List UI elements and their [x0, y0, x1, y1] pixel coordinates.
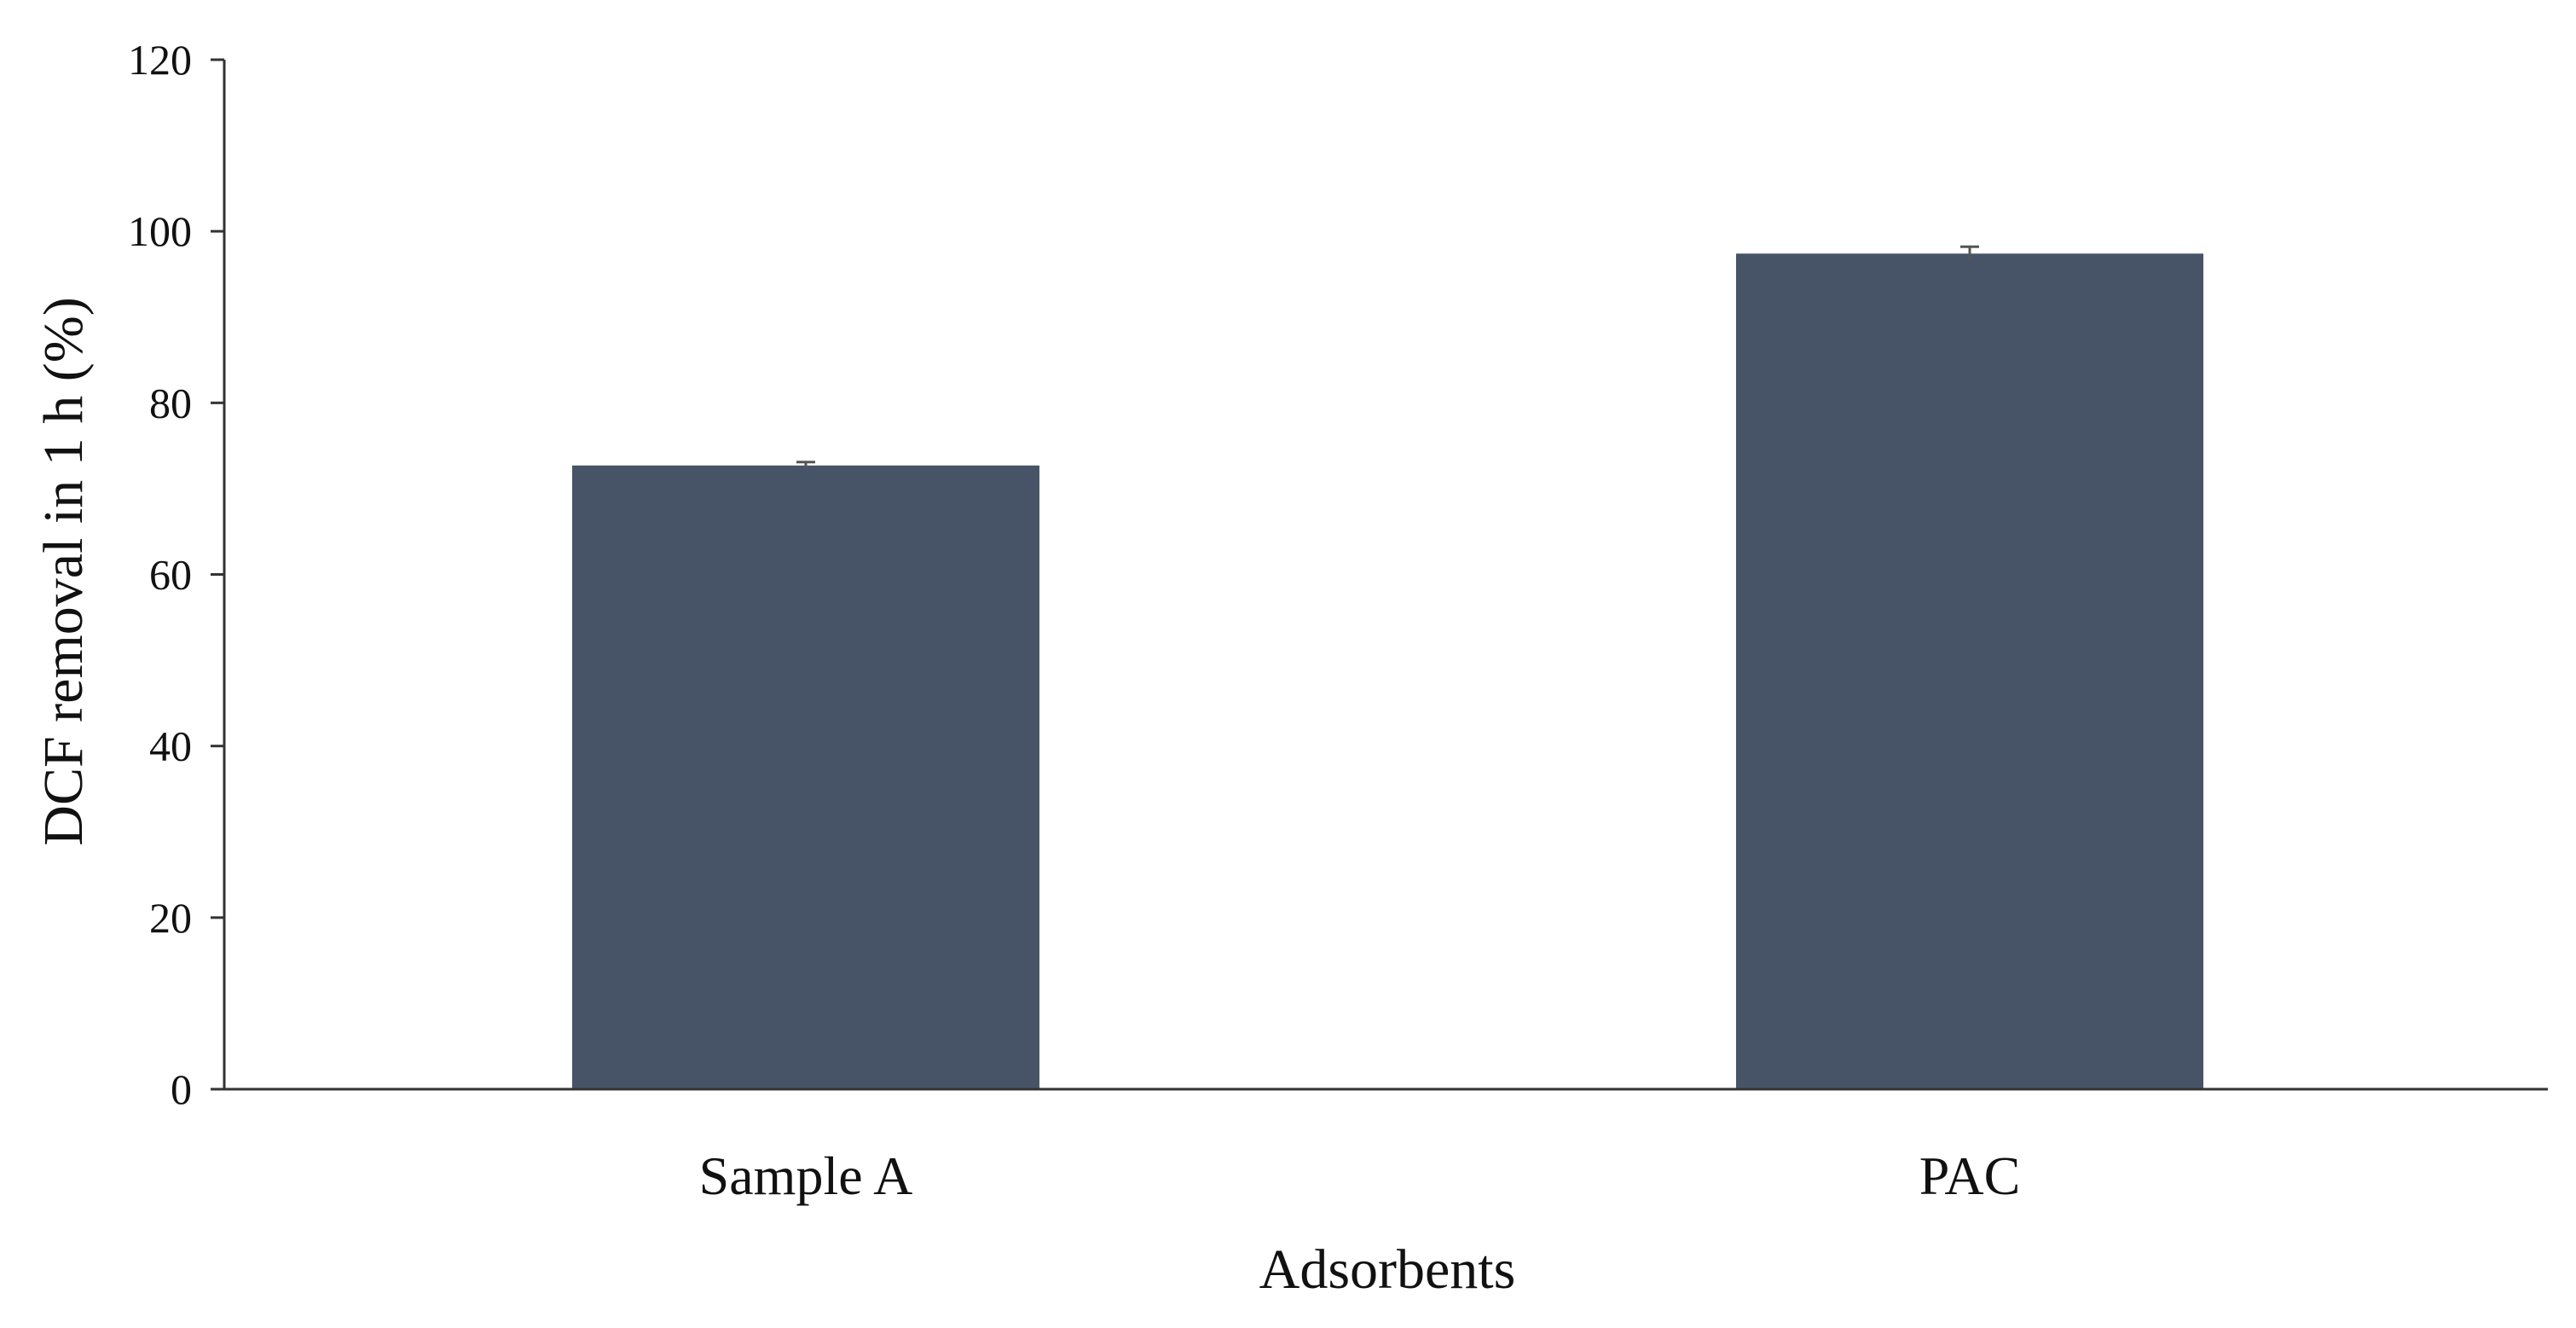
- x-category-label: PAC: [1919, 1145, 2021, 1206]
- y-tick-label: 40: [149, 722, 192, 770]
- y-axis-ticks: 0 20 40 60 80 100 120: [128, 36, 224, 1113]
- error-bar: [1960, 245, 1979, 261]
- y-tick-label: 60: [149, 551, 192, 599]
- bars: [572, 253, 2203, 1089]
- error-bar: [796, 461, 815, 469]
- y-tick-label: 20: [149, 894, 192, 942]
- x-axis-title: Adsorbents: [1259, 1238, 1516, 1301]
- y-tick-label: 100: [128, 207, 192, 255]
- bar-pac: [1736, 253, 2203, 1089]
- error-bars: [796, 245, 1979, 469]
- x-axis-category-labels: Sample A PAC: [699, 1145, 2021, 1206]
- x-category-label: Sample A: [699, 1145, 913, 1206]
- y-tick-label: 80: [149, 379, 192, 426]
- y-tick-label: 0: [171, 1065, 192, 1113]
- bar-sample-a: [572, 465, 1039, 1089]
- y-tick-label: 120: [128, 36, 192, 84]
- y-axis-title: DCF removal in 1 h (%): [32, 297, 95, 845]
